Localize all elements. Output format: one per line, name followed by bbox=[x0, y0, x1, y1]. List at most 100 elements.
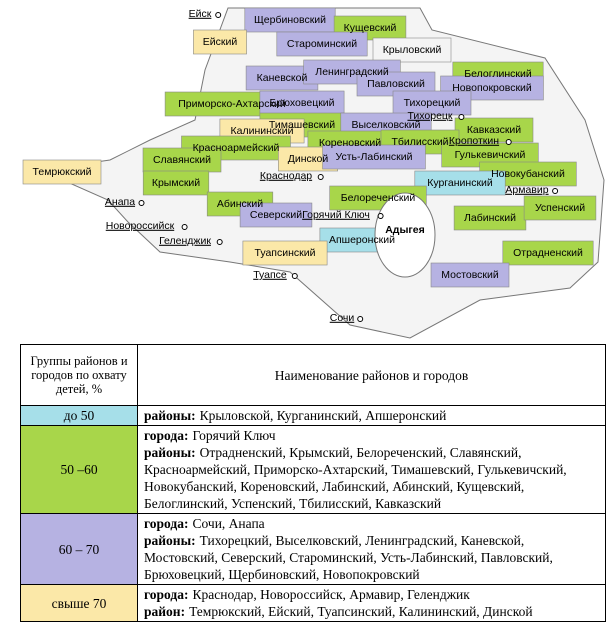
district-area bbox=[392, 90, 472, 116]
district-area bbox=[239, 202, 313, 228]
line-items: Отрадненский, Крымский, Белореченский, С… bbox=[144, 445, 567, 511]
district-label: Крымский bbox=[152, 177, 200, 189]
district-label: Тбилисский bbox=[391, 136, 448, 148]
city-marker bbox=[377, 213, 384, 219]
district-label: Апшеронский bbox=[329, 234, 395, 246]
map: Адыгея Щербиновский Кущевский Ейский Старом… bbox=[22, 7, 605, 339]
city-label: Новороссийск bbox=[106, 220, 175, 232]
names-line: районы: Крыловской, Курганинский, Апшерон… bbox=[144, 407, 599, 424]
names-cell: города: Горячий Ключ районы: Отрадненский, … bbox=[137, 425, 606, 514]
district-label: Отрадненский bbox=[513, 247, 583, 259]
district-area bbox=[372, 37, 452, 63]
district-area bbox=[276, 31, 368, 57]
names-cell: города: Краснодар, Новороссийск, Армавир,… bbox=[137, 584, 606, 622]
district-label: Белореченский bbox=[341, 192, 416, 204]
district-area bbox=[142, 170, 210, 196]
city-marker bbox=[138, 200, 145, 206]
district-area bbox=[322, 144, 426, 170]
table-row: свыше 70 города: Краснодар, Новороссийск, … bbox=[20, 584, 606, 622]
district-label: Лабинский bbox=[464, 212, 516, 224]
range-cell: до 50 bbox=[20, 405, 138, 426]
names-line: города: Сочи, Анапа bbox=[144, 515, 599, 532]
region-label: Адыгея bbox=[385, 224, 425, 236]
district-label: Ленинградский bbox=[315, 66, 389, 78]
names-line: города: Краснодар, Новороссийск, Армавир,… bbox=[144, 586, 599, 603]
district-label: Тимашевский bbox=[269, 119, 335, 131]
district-label: Щербиновский bbox=[254, 14, 326, 26]
adygea-area bbox=[374, 192, 436, 278]
district-area bbox=[142, 147, 222, 173]
city-label: Кропоткин bbox=[449, 135, 499, 147]
city-marker bbox=[216, 239, 223, 245]
district-label: Гулькевичский bbox=[455, 149, 526, 161]
district-label: Усть-Лабинский bbox=[336, 151, 413, 163]
district-label: Брюховецкий bbox=[269, 97, 334, 109]
district-area bbox=[414, 170, 506, 196]
district-label: Славянский bbox=[153, 154, 211, 166]
range-cell: 60 – 70 bbox=[20, 513, 138, 585]
district-label: Новопокровский bbox=[452, 82, 532, 94]
city-label: Горячий Ключ bbox=[302, 209, 370, 221]
range-cell: свыше 70 bbox=[20, 584, 138, 622]
city-label: Краснодар bbox=[260, 170, 312, 182]
district-area bbox=[244, 7, 336, 33]
city-label: Ейск bbox=[189, 8, 212, 20]
district-area bbox=[259, 90, 345, 116]
line-kind: города: bbox=[144, 587, 189, 602]
city-label: Геленджик bbox=[159, 235, 211, 247]
district-label: Успенский bbox=[535, 202, 585, 214]
district-area bbox=[430, 262, 510, 288]
city-marker bbox=[215, 12, 222, 18]
district-label: Тихорецкий bbox=[404, 97, 461, 109]
line-items: Тихорецкий, Выселковский, Ленинградский,… bbox=[144, 533, 553, 582]
district-area bbox=[22, 159, 102, 185]
city-marker bbox=[458, 114, 465, 120]
line-items: Сочи, Анапа bbox=[192, 516, 265, 531]
line-kind: районы: bbox=[144, 533, 196, 548]
district-label: Красноармейский bbox=[193, 142, 280, 154]
district-area bbox=[193, 29, 247, 55]
city-marker bbox=[552, 188, 559, 194]
city-label: Туапсе bbox=[253, 269, 287, 281]
line-items: Крыловской, Курганинский, Апшеронский bbox=[199, 408, 447, 423]
line-kind: районы: bbox=[144, 445, 196, 460]
names-line: район: Темрюкский, Ейский, Туапсинский, К… bbox=[144, 603, 599, 620]
range-cell: 50 –60 bbox=[20, 425, 138, 514]
city-label: Армавир bbox=[505, 184, 548, 196]
district-label: Мостовский bbox=[441, 269, 499, 281]
city-marker bbox=[505, 139, 512, 145]
line-items: Краснодар, Новороссийск, Армавир, Геленд… bbox=[192, 587, 470, 602]
line-items: Горячий Ключ bbox=[192, 428, 276, 443]
district-area bbox=[523, 195, 597, 221]
district-label: Калининский bbox=[231, 125, 294, 137]
district-label: Крыловский bbox=[383, 44, 442, 56]
table-row: 60 – 70 города: Сочи, Анапа районы: Тихорецк… bbox=[20, 513, 606, 585]
district-label: Белоглинский bbox=[464, 68, 532, 80]
district-label: Туапсинский bbox=[255, 247, 316, 259]
names-cell: города: Сочи, Анапа районы: Тихорецкий, Выс… bbox=[137, 513, 606, 585]
labels: Щербиновский Кущевский Ейский Староминский К… bbox=[33, 8, 586, 324]
district-label: Северский bbox=[250, 209, 302, 221]
district-label: Приморско-Ахтарский bbox=[178, 98, 286, 110]
district-label: Новокубанский bbox=[491, 168, 565, 180]
city-label: Сочи bbox=[330, 312, 355, 324]
line-kind: города: bbox=[144, 516, 189, 531]
district-area bbox=[242, 240, 328, 266]
city-marker bbox=[317, 174, 324, 180]
city-marker bbox=[181, 224, 188, 230]
district-label: Каневской bbox=[257, 72, 308, 84]
district-label: Павловский bbox=[367, 78, 425, 90]
city-label: Тихорецк bbox=[407, 110, 452, 122]
district-label: Выселковский bbox=[351, 119, 420, 131]
names-line: районы: Отрадненский, Крымский, Белоречен… bbox=[144, 444, 599, 512]
district-label: Темрюкский bbox=[33, 166, 92, 178]
names-line: районы: Тихорецкий, Выселковский, Ленингр… bbox=[144, 532, 599, 583]
line-kind: район: bbox=[144, 604, 186, 619]
city-marker bbox=[357, 316, 364, 322]
district-label: Кавказский bbox=[467, 124, 521, 136]
line-kind: районы: bbox=[144, 408, 196, 423]
city-marker bbox=[291, 273, 298, 279]
district-label: Курганинский bbox=[427, 177, 493, 189]
district-label: Абинский bbox=[217, 198, 263, 210]
